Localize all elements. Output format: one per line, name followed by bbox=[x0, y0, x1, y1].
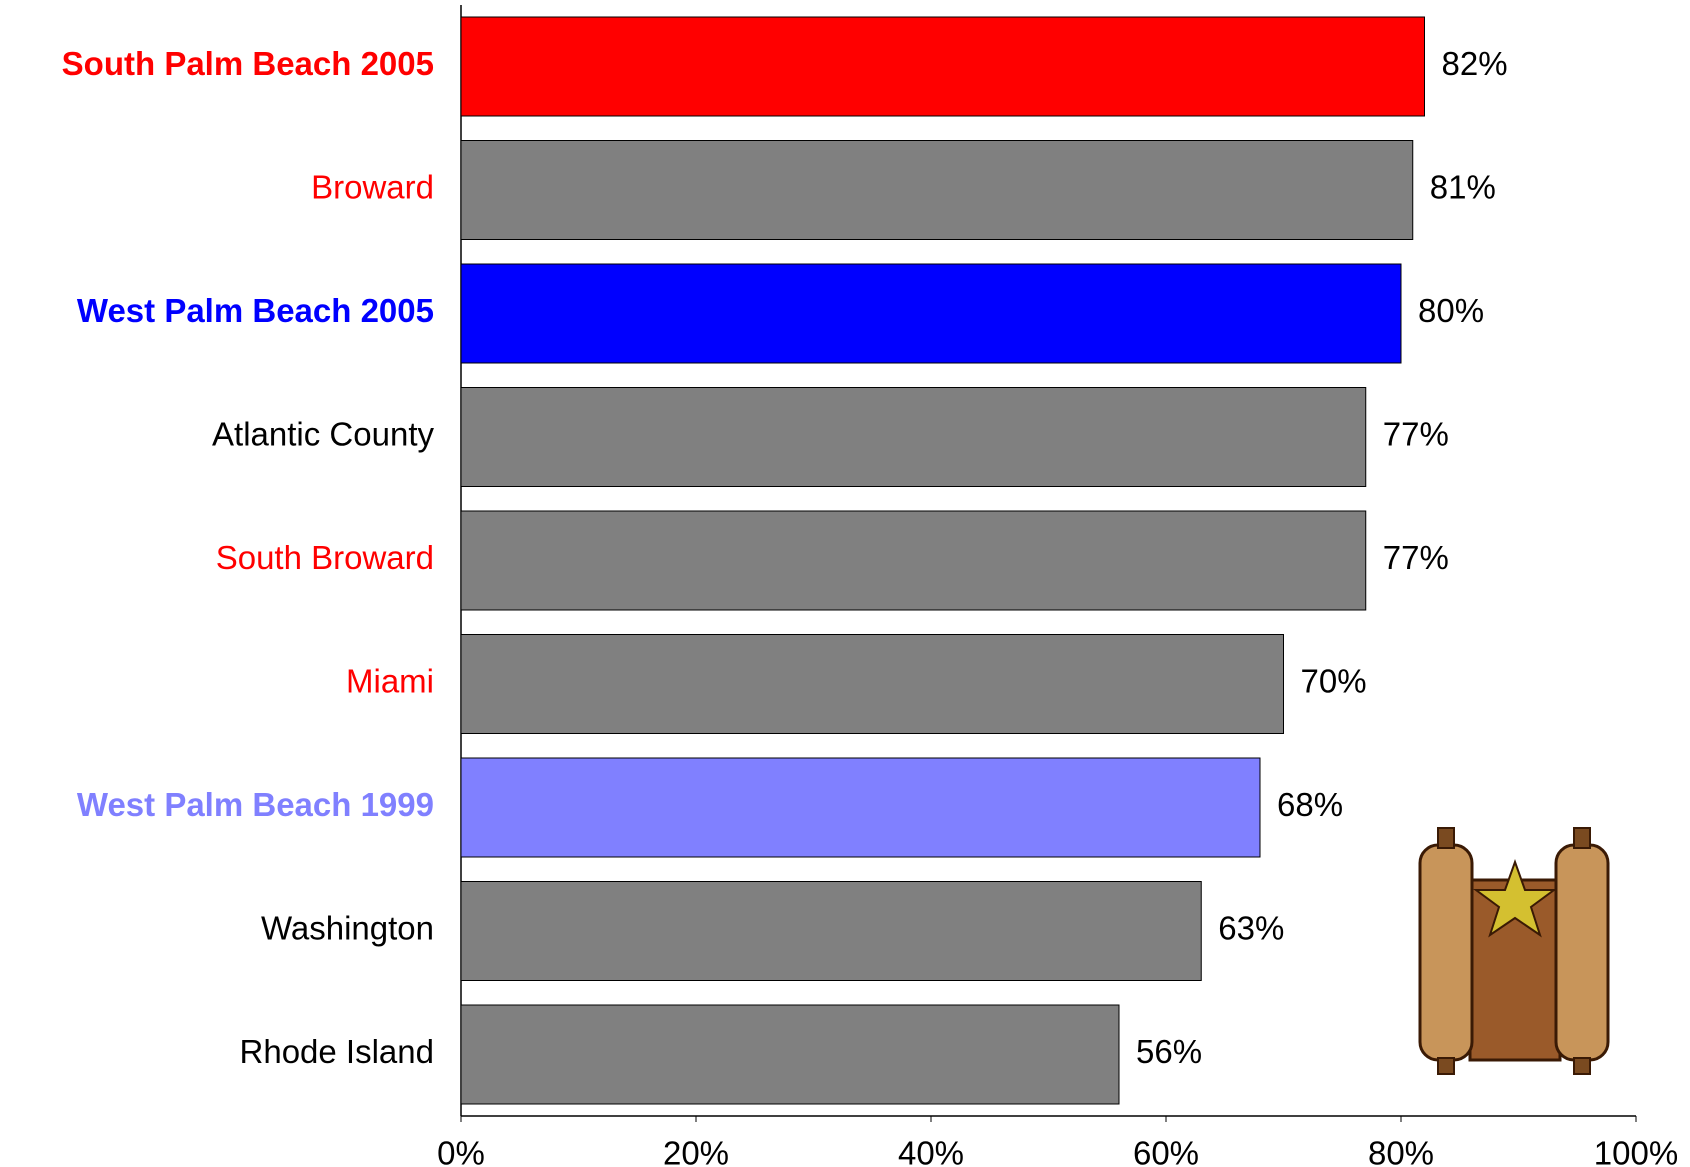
category-label: Rhode Island bbox=[240, 1033, 434, 1070]
bar bbox=[460, 1004, 1120, 1105]
x-tick-label: 20% bbox=[663, 1135, 729, 1167]
bar bbox=[460, 387, 1367, 487]
category-label: West Palm Beach 1999 bbox=[77, 786, 434, 823]
value-label: 77% bbox=[1383, 416, 1449, 453]
x-tick-label: 60% bbox=[1133, 1135, 1199, 1167]
bar bbox=[460, 881, 1202, 981]
x-tick-label: 80% bbox=[1368, 1135, 1434, 1167]
value-label: 68% bbox=[1277, 786, 1343, 823]
x-tick-label: 100% bbox=[1594, 1135, 1678, 1167]
category-label: Broward bbox=[311, 169, 434, 206]
bar bbox=[460, 263, 1402, 364]
value-label: 77% bbox=[1383, 539, 1449, 576]
category-label: West Palm Beach 2005 bbox=[77, 292, 434, 329]
category-label: Miami bbox=[346, 663, 434, 700]
bar bbox=[460, 16, 1425, 117]
category-label: South Palm Beach 2005 bbox=[62, 45, 434, 82]
bar bbox=[460, 634, 1284, 734]
category-label: Atlantic County bbox=[212, 416, 434, 453]
bar bbox=[460, 757, 1261, 858]
category-label: South Broward bbox=[216, 539, 434, 576]
value-label: 81% bbox=[1430, 169, 1496, 206]
value-label: 56% bbox=[1136, 1033, 1202, 1070]
bar bbox=[460, 510, 1367, 611]
x-tick-label: 0% bbox=[437, 1135, 485, 1167]
value-label: 80% bbox=[1418, 292, 1484, 329]
value-label: 63% bbox=[1218, 910, 1284, 947]
torah-scroll bbox=[1418, 827, 1610, 1075]
value-label: 82% bbox=[1442, 45, 1508, 82]
bar bbox=[460, 140, 1414, 240]
x-tick-label: 40% bbox=[898, 1135, 964, 1167]
category-label: Washington bbox=[261, 910, 434, 947]
value-label: 70% bbox=[1301, 663, 1367, 700]
